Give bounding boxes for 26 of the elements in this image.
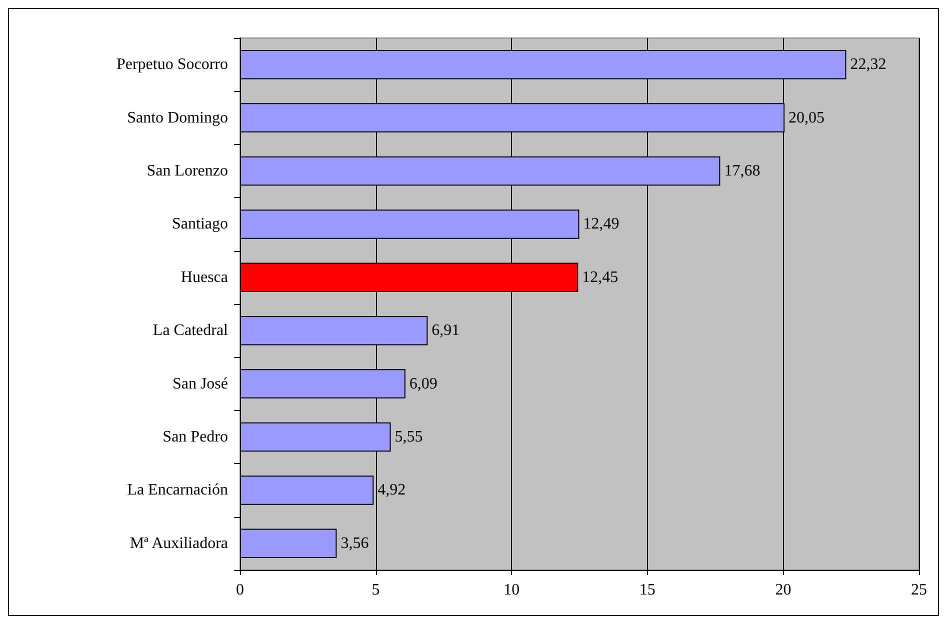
y-tick-label: Perpetuo Socorro [116,56,228,74]
y-tick-label: La Encarnación [127,482,228,499]
data-label: 17,68 [724,162,760,180]
data-label: 20,05 [788,109,825,126]
data-label: 22,32 [850,56,886,74]
x-tick-label: 25 [911,582,927,598]
x-tick-label: 10 [504,582,520,598]
y-tick-label: Santiago [172,216,228,233]
data-label: 6,09 [409,375,438,392]
x-tick-label: 5 [372,582,380,598]
y-tick-label: San Lorenzo [146,162,228,180]
y-tick-label: San José [172,375,228,392]
x-tick-label: 0 [236,582,244,598]
y-tick-label: La Catedral [152,322,229,340]
x-tick-label: 15 [639,582,656,598]
y-tick-label: Huesca [180,268,228,286]
data-label: 5,55 [394,428,423,446]
data-label: 4,92 [378,482,406,499]
y-tick-label: Santo Domingo [127,109,228,126]
y-tick-label: Mª Auxiliadora [130,534,228,552]
y-tick-label: San Pedro [162,428,228,446]
data-label: 12,49 [583,216,620,233]
x-tick-label: 20 [775,582,792,598]
data-label: 3,56 [340,534,369,552]
data-label: 12,45 [582,268,618,286]
data-label: 6,91 [432,322,460,340]
